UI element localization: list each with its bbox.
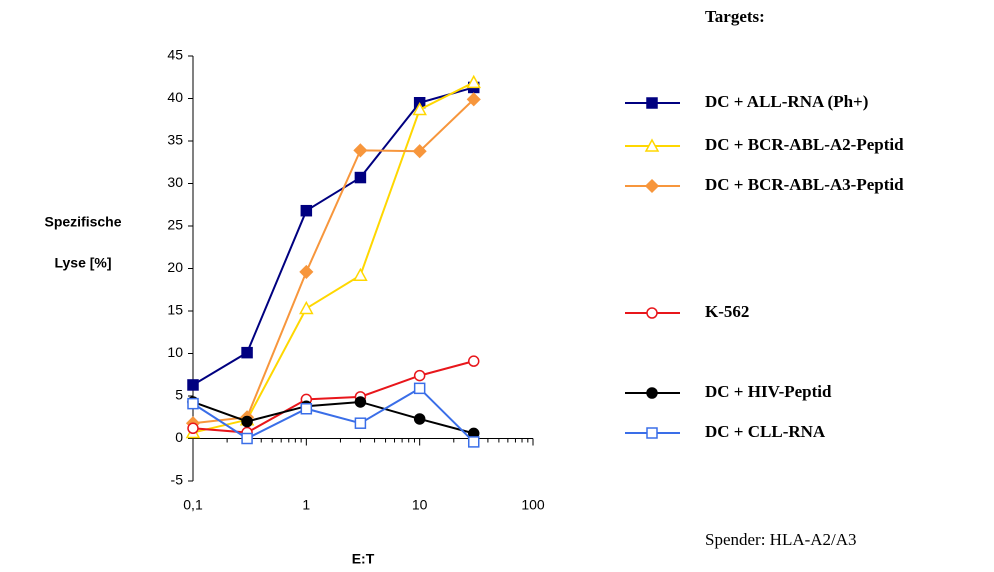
y-tick-label: 35 <box>167 132 183 148</box>
marker <box>354 171 367 184</box>
marker <box>413 382 426 395</box>
marker <box>300 204 313 217</box>
y-axis-label: Spezifische <box>44 214 121 230</box>
legend-label: DC + ALL-RNA (Ph+) <box>705 92 868 111</box>
marker <box>187 422 199 435</box>
marker <box>187 379 199 391</box>
y-tick-label: 25 <box>167 217 183 233</box>
y-tick-label: 45 <box>167 47 183 63</box>
note: Spender: HLA-A2/A3 <box>705 530 857 549</box>
legend-marker <box>646 97 658 109</box>
y-tick-label: 30 <box>167 174 183 190</box>
marker <box>299 264 314 279</box>
legend-label: DC + BCR-ABL-A2-Peptid <box>705 135 904 154</box>
x-tick-label: 1 <box>302 497 310 513</box>
legend-label: DC + BCR-ABL-A3-Peptid <box>705 175 904 194</box>
series-line <box>192 86 475 386</box>
marker <box>413 369 426 382</box>
y-tick-label: 15 <box>167 302 183 318</box>
legend-title: Targets: <box>705 7 765 26</box>
x-tick-label: 0,1 <box>183 497 203 513</box>
y-tick-label: 10 <box>167 344 183 360</box>
y-tick-label: 20 <box>167 259 183 275</box>
series-line <box>192 98 475 425</box>
y-tick-label: 0 <box>175 429 183 445</box>
x-tick-label: 100 <box>521 497 545 513</box>
y-tick-label: -5 <box>171 472 184 488</box>
marker <box>413 413 426 425</box>
legend-marker <box>646 387 658 399</box>
marker <box>241 346 253 359</box>
marker <box>300 403 313 415</box>
x-axis-label: E:T <box>352 551 375 567</box>
marker <box>466 74 482 89</box>
legend-marker <box>646 307 658 319</box>
marker <box>466 92 481 107</box>
marker <box>467 355 480 367</box>
marker <box>412 144 427 159</box>
marker <box>187 397 199 410</box>
y-tick-label: 5 <box>175 387 183 403</box>
legend-marker <box>644 138 660 152</box>
x-tick-label: 10 <box>412 497 428 513</box>
marker <box>241 415 253 428</box>
y-tick-label: 40 <box>167 89 183 105</box>
marker <box>354 396 367 408</box>
legend-marker <box>646 427 658 439</box>
marker <box>241 432 253 445</box>
marker <box>353 143 368 158</box>
legend-label: K-562 <box>705 302 749 321</box>
marker <box>412 101 427 116</box>
marker <box>467 436 480 448</box>
series-line <box>192 387 475 443</box>
legend-label: DC + CLL-RNA <box>705 422 826 441</box>
marker <box>354 417 367 429</box>
series-line <box>192 400 474 435</box>
y-axis-label: Lyse [%] <box>54 255 111 271</box>
legend-marker <box>644 178 660 194</box>
marker <box>299 300 314 315</box>
series-line <box>192 81 475 434</box>
marker <box>353 267 368 282</box>
legend-label: DC + HIV-Peptid <box>705 382 832 401</box>
